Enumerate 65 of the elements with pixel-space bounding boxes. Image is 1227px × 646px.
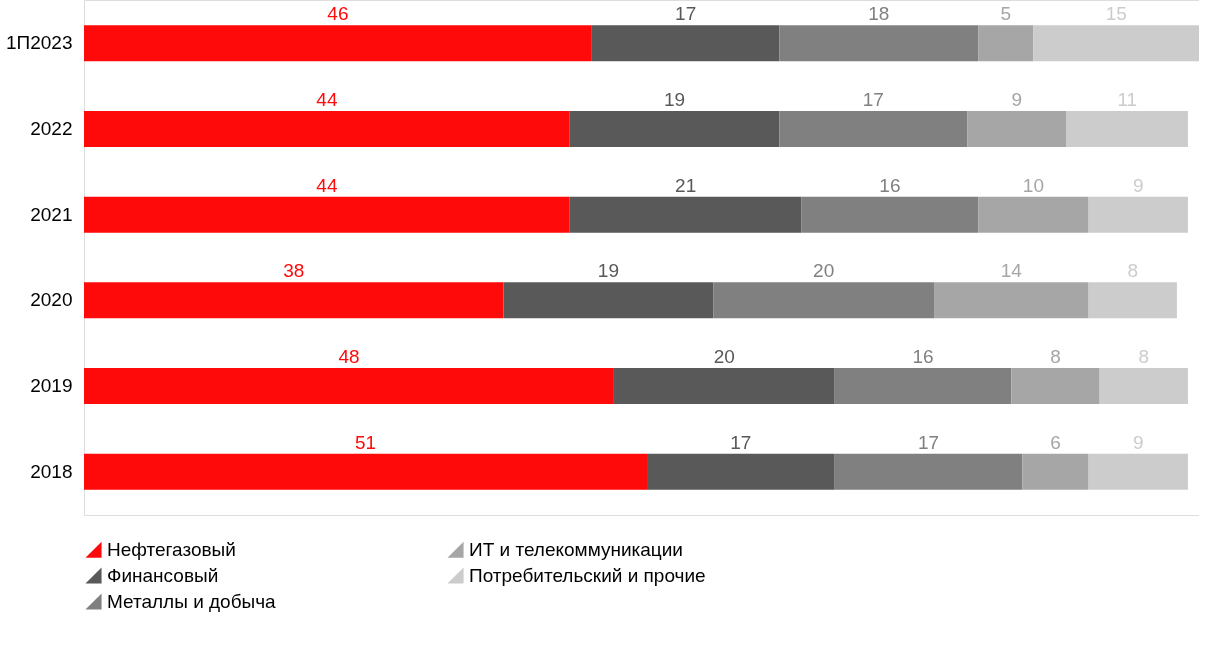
bar [84, 196, 570, 233]
bar [84, 25, 592, 62]
bar [1033, 25, 1199, 62]
bar [569, 110, 780, 147]
legend-label: ИТ и телекоммуникации [469, 538, 683, 560]
data-label: 17 [862, 88, 884, 110]
data-label: 17 [730, 431, 752, 453]
bar [934, 282, 1089, 319]
y-tick-label: 2019 [30, 375, 73, 397]
data-label: 16 [912, 346, 934, 368]
bar [967, 110, 1067, 147]
data-label: 5 [1000, 3, 1012, 25]
data-label: 17 [917, 431, 940, 453]
y-tick-label: 2022 [30, 117, 73, 139]
data-label: 19 [597, 260, 619, 282]
data-label: 38 [283, 260, 305, 282]
data-label: 18 [868, 3, 890, 25]
bar [647, 453, 835, 490]
bar [1066, 110, 1188, 147]
bar [801, 196, 979, 233]
data-label: 10 [1022, 174, 1044, 196]
bar [503, 282, 714, 319]
data-label: 17 [675, 3, 697, 25]
data-label: 8 [1050, 346, 1061, 368]
bar [1088, 453, 1188, 490]
bar [569, 196, 802, 233]
bar [779, 110, 968, 147]
bar [1011, 368, 1100, 405]
bar [713, 282, 935, 319]
legend-label: Финансовый [107, 564, 219, 586]
bar [84, 282, 504, 319]
data-label: 44 [316, 88, 338, 110]
bar [978, 25, 1034, 62]
y-tick-label: 2018 [30, 460, 73, 482]
bar [1088, 196, 1188, 233]
bar [1022, 453, 1089, 490]
legend-label: Потребительский и прочие [469, 564, 706, 586]
data-label: 19 [664, 88, 686, 110]
data-label: 51 [354, 431, 377, 453]
legend-label: Нефтегазовый [107, 538, 236, 560]
data-label: 16 [879, 174, 901, 196]
data-label: 20 [713, 346, 735, 368]
bar [834, 453, 1023, 490]
bar [978, 196, 1089, 233]
bar [1088, 282, 1177, 319]
bar [1099, 368, 1188, 405]
y-tick-label: 2021 [30, 203, 73, 225]
data-label: 46 [327, 3, 349, 25]
y-tick-label: 2020 [30, 289, 73, 311]
data-label: 14 [1000, 260, 1023, 282]
bar [84, 110, 570, 147]
data-label: 21 [675, 174, 697, 196]
bar [613, 368, 835, 405]
bar [84, 368, 614, 405]
bar [779, 25, 979, 62]
bar [591, 25, 780, 62]
data-label: 6 [1050, 431, 1061, 453]
data-label: 48 [338, 346, 360, 368]
data-label: 9 [1011, 88, 1023, 110]
bar [84, 453, 648, 490]
legend-label: Металлы и добыча [107, 590, 277, 612]
bar [834, 368, 1012, 405]
data-label: 20 [813, 260, 835, 282]
data-label: 44 [316, 174, 338, 196]
y-tick-label: 1П2023 [6, 32, 73, 54]
